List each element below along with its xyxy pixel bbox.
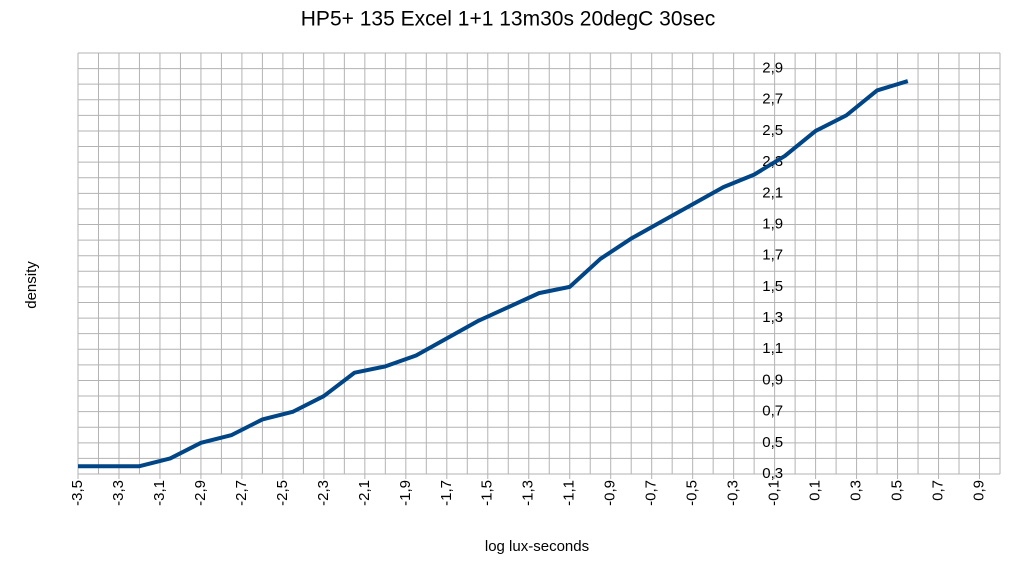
chart-title: HP5+ 135 Excel 1+1 13m30s 20degC 30sec <box>301 8 715 31</box>
y-tick-label: 0,9 <box>762 371 783 388</box>
y-tick-label: 2,9 <box>762 60 783 77</box>
y-tick-label: 0,7 <box>762 403 783 420</box>
x-tick-label: -2,9 <box>192 480 209 506</box>
x-tick-label: -0,9 <box>602 480 619 506</box>
x-tick-label: -2,7 <box>233 480 250 506</box>
x-tick-label: 0,5 <box>889 480 906 501</box>
x-tick-label: -1,3 <box>520 480 537 506</box>
x-tick-label: -1,9 <box>397 480 414 506</box>
x-tick-label: -2,5 <box>274 480 291 506</box>
x-tick-label: -0,1 <box>766 480 783 506</box>
y-tick-label: 1,9 <box>762 215 783 232</box>
x-tick-label: 0,3 <box>848 480 865 501</box>
y-tick-label: 1,3 <box>762 309 783 326</box>
x-tick-label: 0,9 <box>970 480 987 501</box>
x-tick-label: -0,3 <box>725 480 742 506</box>
x-tick-label: -2,1 <box>356 480 373 506</box>
x-tick-label: -3,5 <box>69 480 86 506</box>
y-tick-label: 0,5 <box>762 434 783 451</box>
y-tick-label: 0,3 <box>762 465 783 482</box>
x-tick-label: -0,5 <box>684 480 701 506</box>
y-tick-label: 2,7 <box>762 91 783 108</box>
x-tick-label: 0,7 <box>930 480 947 501</box>
x-tick-label: -3,3 <box>110 480 127 506</box>
x-tick-label: -1,1 <box>561 480 578 506</box>
x-tick-label: -1,5 <box>479 480 496 506</box>
x-axis-label: log lux-seconds <box>485 538 589 555</box>
x-tick-label: -2,3 <box>315 480 332 506</box>
y-tick-label: 2,1 <box>762 184 783 201</box>
x-tick-label: 0,1 <box>807 480 824 501</box>
x-tick-label: -3,1 <box>151 480 168 506</box>
data-line <box>78 79 909 469</box>
y-axis-label: density <box>23 261 40 309</box>
y-tick-label: 1,1 <box>762 340 783 357</box>
y-tick-label: 2,5 <box>762 122 783 139</box>
y-tick-label: 1,5 <box>762 278 783 295</box>
y-tick-label: 1,7 <box>762 247 783 264</box>
x-tick-label: -1,7 <box>438 480 455 506</box>
x-tick-label: -0,7 <box>643 480 660 506</box>
